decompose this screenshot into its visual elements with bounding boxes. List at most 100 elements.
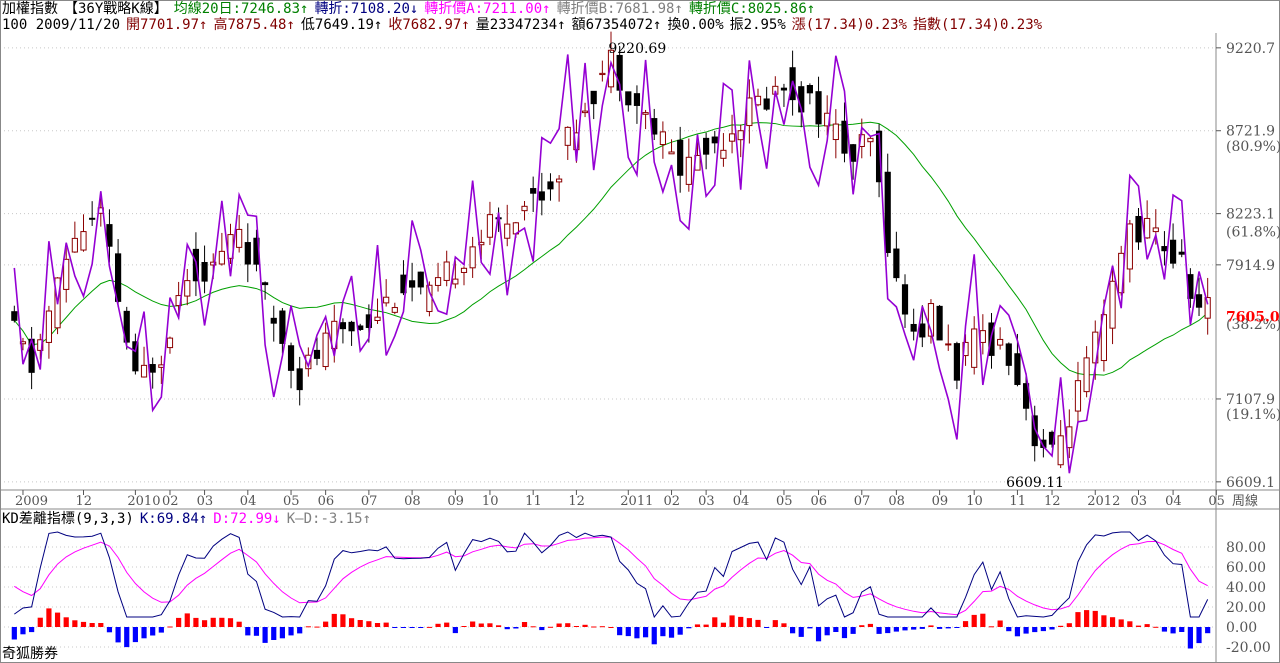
time-label: 02 (664, 494, 681, 509)
kd-diff-bar (366, 621, 372, 627)
candle-body (815, 91, 822, 125)
header.row2-1: 開7701.97↑ (126, 17, 208, 33)
time-label: 04 (240, 494, 257, 509)
candle-body (1144, 217, 1151, 239)
kd-diff-bar (962, 621, 969, 627)
kd-diff-bar (1153, 626, 1159, 628)
kd-diff-bar (1196, 627, 1202, 644)
candle-body (89, 217, 96, 220)
kd-diff-bar (1170, 627, 1176, 634)
kd-diff-bar (72, 620, 78, 627)
candle-body (633, 93, 641, 106)
kd-diff-bar (478, 623, 484, 627)
time-label: 2011 (620, 494, 653, 509)
kd-diff-bar (798, 627, 804, 637)
kd-diff-bar (902, 627, 908, 631)
price-annotation: 9220.69 (608, 41, 666, 57)
kd-diff-bar (29, 627, 35, 633)
kd-diff-bar (686, 627, 692, 629)
kd-header: KD差離指標(9,3,3) K:69.84↑ D:72.99↓ K—D:-3.15↑ (2, 511, 377, 527)
candle-body (1152, 227, 1159, 233)
kd-diff-bar (1118, 619, 1124, 627)
kd-diff-bar (1023, 627, 1029, 634)
time-label: 07 (854, 494, 871, 509)
kd-diff-bar (89, 623, 95, 627)
candle-body (884, 171, 891, 254)
pct-label: (80.9%) (1226, 139, 1280, 155)
kd-diff-bar (504, 627, 510, 630)
time-label: 09 (932, 494, 949, 509)
kd-diff-bar (729, 615, 735, 627)
candle-body (1204, 297, 1211, 319)
kd-diff-bar (1058, 625, 1064, 627)
kd-diff-bar (305, 626, 311, 628)
candle-body (63, 258, 70, 290)
price-tick-label: 9220.7 (1226, 41, 1275, 57)
kd-diff-bar (521, 622, 528, 627)
kd-diff-bar (54, 612, 61, 627)
kd-tick-label: 80.00 (1226, 540, 1266, 556)
kd-diff-bar (444, 622, 450, 627)
time-label: 11 (525, 494, 542, 509)
candle-body (339, 322, 347, 330)
candle-body (875, 130, 883, 183)
candle-body (832, 123, 839, 141)
kd-diff-bar (1187, 627, 1193, 649)
candle-body (720, 149, 727, 159)
kd-diff-bar (634, 627, 640, 639)
kd-diff-bar (539, 627, 545, 631)
kd-diff-bar (297, 627, 303, 634)
candle-body (746, 97, 753, 127)
candle-body (210, 261, 217, 266)
candle-body (348, 321, 355, 332)
kd-d-line (14, 536, 1208, 616)
time-label: 06 (318, 494, 335, 509)
candle-body (452, 278, 459, 285)
price-annotation: 6609.11 (1006, 475, 1064, 491)
candle-body (962, 341, 969, 357)
candle-body (547, 181, 554, 190)
time-label: 2010 (127, 494, 160, 509)
candle-body (728, 133, 736, 142)
kd-diff-bar (945, 627, 951, 629)
kd-diff-bar (582, 624, 588, 627)
kd-diff-bar (867, 623, 874, 627)
candle-body (953, 343, 960, 381)
kd-diff-bar (911, 627, 917, 630)
candle-body (504, 223, 511, 239)
kd-diff-bar (176, 617, 182, 627)
time-label: 05 (1208, 494, 1225, 509)
kd-diff-bar (141, 627, 147, 639)
kd-diff-bar (461, 626, 467, 627)
kd-diff-bar (807, 627, 813, 629)
kd-diff-bar (1032, 627, 1038, 633)
price-tick-label: 8721.9 (1226, 124, 1275, 140)
candle-body (806, 85, 813, 94)
kd_header-3: K—D:-3.15↑ (286, 511, 372, 527)
kd-diff-bar (565, 623, 571, 627)
kd-diff-bar (271, 627, 277, 640)
time-label: 2009 (15, 494, 48, 509)
kd-diff-bar (470, 621, 476, 627)
candle-body (1074, 380, 1082, 412)
candle-body (945, 343, 952, 346)
kd-diff-bar (1135, 625, 1142, 627)
kd-diff-bar (210, 617, 216, 627)
candle-body (11, 311, 18, 321)
candle-body (270, 317, 277, 324)
time-label: 11 (1009, 494, 1026, 509)
kd-diff-bar (150, 627, 156, 636)
candle-body (166, 337, 174, 349)
kd-diff-bar (452, 627, 458, 634)
kd-diff-bar (495, 625, 502, 627)
header.row1-3: 轉折:7108.20↓ (314, 1, 419, 17)
candle-body (383, 296, 390, 304)
kd-diff-bar (409, 627, 415, 628)
candle-body (590, 90, 597, 105)
time-label: 10 (482, 494, 499, 509)
kd-diff-bar (245, 627, 251, 636)
kd-tick-label: 20.00 (1226, 600, 1266, 616)
kd-diff-bar (694, 624, 701, 627)
kd-diff-bar (720, 622, 727, 627)
